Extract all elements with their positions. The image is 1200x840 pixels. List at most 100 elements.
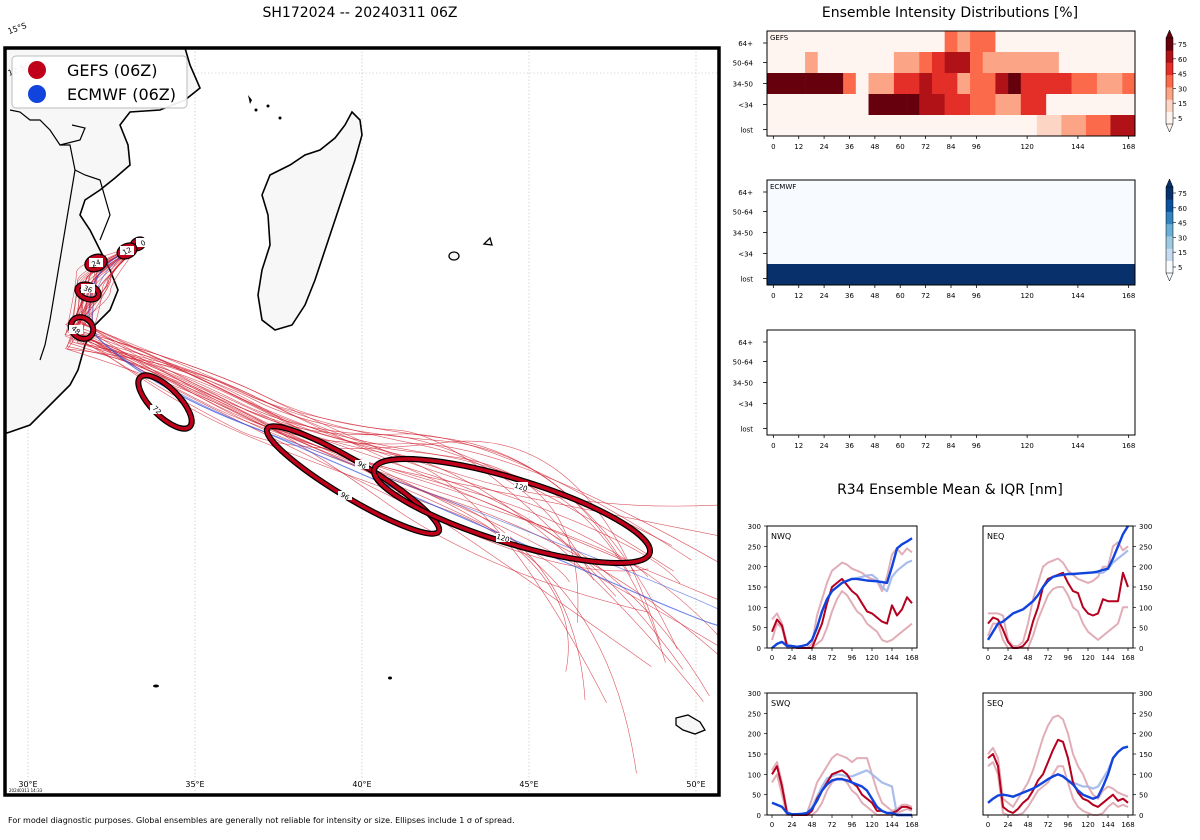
- heat-cell: [1061, 115, 1074, 137]
- heat-cell: [828, 115, 841, 137]
- heat-cell: [1058, 73, 1072, 95]
- r34-panel-swq: SWQ 300 250 200 150 100 50 0 0 24 48 72 96 120 144 168: [748, 690, 919, 829]
- y-tick-label: 200: [748, 564, 761, 572]
- quadrant-label: NEQ: [987, 532, 1004, 541]
- r34-panel-neq: NEQ 300 250 200 150 100 50 0 0 24 48 72 96 120 144 168: [982, 523, 1152, 662]
- heat-cell: [792, 73, 806, 95]
- colorbar-arrow: [1165, 178, 1174, 188]
- heat-cell: [893, 52, 907, 74]
- heat-cell: [982, 73, 996, 95]
- x-tick-label: 120: [865, 654, 878, 662]
- series-gefs-mean: [987, 738, 1129, 814]
- x-tick-label: 36: [845, 442, 854, 450]
- x-tick-label: 120: [1020, 292, 1033, 300]
- x-tick-label: 48: [1024, 821, 1033, 829]
- heat-cell: [855, 31, 869, 53]
- heat-cell: [944, 73, 958, 95]
- uncertainty-ellipses: 0 12 24 36 48 72 96 96 120 120: [67, 236, 654, 567]
- heat-cell: [1020, 52, 1034, 74]
- colorbar-segment: [1166, 62, 1173, 76]
- y-tick-label: 150: [748, 751, 761, 759]
- heat-cell: [906, 73, 920, 95]
- row-label: 64+: [738, 339, 753, 347]
- colorbar-label: 5: [1178, 264, 1182, 272]
- heat-cell: [1020, 73, 1034, 95]
- heat-cell: [767, 73, 780, 95]
- lon-label: 40°E: [352, 780, 371, 789]
- ellipse-label: 12: [121, 246, 132, 257]
- heat-cell: [805, 73, 819, 95]
- heat-cell: [982, 94, 996, 116]
- gefs-track: [74, 244, 710, 697]
- x-tick-label: 144: [1101, 654, 1115, 662]
- heat-cell: [995, 94, 1009, 116]
- heat-cell: [1109, 52, 1123, 74]
- heat-cell: [987, 115, 1001, 137]
- heat-cell: [889, 115, 903, 137]
- map-legend: GEFS (06Z) ECMWF (06Z): [11, 55, 188, 109]
- y-tick-label: 50: [752, 625, 761, 633]
- heat-cell: [1098, 115, 1111, 137]
- colorbar-segment: [1166, 260, 1173, 274]
- heat-cell: [1008, 52, 1022, 74]
- country-border: [59, 124, 86, 146]
- heat-cell: [951, 115, 964, 137]
- plot-area: [767, 693, 917, 815]
- x-tick-label: 96: [848, 821, 857, 829]
- x-tick-label: 72: [921, 292, 930, 300]
- row-label: <34: [738, 102, 753, 110]
- colorbar-arrow: [1165, 272, 1174, 282]
- gefs-track: [65, 244, 719, 537]
- heat-cell: [779, 115, 792, 137]
- x-tick-label: 96: [1064, 654, 1073, 662]
- heat-cell: [868, 94, 882, 116]
- y-tick-label: 0: [757, 645, 761, 653]
- heat-cell: [1008, 31, 1022, 53]
- x-tick-label: 0: [771, 143, 775, 151]
- panel-frame: [766, 329, 1136, 436]
- gefs-track: [67, 244, 637, 774]
- ellipse-label: 120: [495, 533, 510, 545]
- colorbar-label: 75: [1178, 190, 1187, 198]
- row-label: 50-64: [733, 209, 754, 217]
- ellipse-gefs: [85, 254, 107, 272]
- colorbar-segment: [1166, 187, 1173, 200]
- x-tick-label: 168: [905, 821, 918, 829]
- ellipse-label: 24: [91, 258, 103, 269]
- plot-area: [767, 526, 917, 648]
- heat-cell: [1096, 52, 1110, 74]
- colorbar-segment: [1166, 74, 1173, 88]
- x-tick-label: 72: [1044, 654, 1053, 662]
- x-tick-label: 168: [1122, 143, 1135, 151]
- heat-cell: [982, 31, 996, 53]
- heat-cell: [1096, 94, 1110, 116]
- intensity-panel-gefs: GEFS 64+ 50-64 34-50 <34 lost 0 12 24 36 48 60 72 84 9…: [733, 29, 1187, 151]
- x-tick-label: 168: [1122, 292, 1135, 300]
- heat-cell: [931, 52, 945, 74]
- x-tick-label: 48: [1024, 654, 1033, 662]
- heat-cell: [1109, 31, 1123, 53]
- intensity-title: Ensemble Intensity Distributions [%]: [821, 5, 1079, 21]
- legend-ecmwf-label: ECMWF (06Z): [67, 85, 176, 104]
- heat-cell: [975, 115, 989, 137]
- heat-cell: [944, 31, 958, 53]
- x-tick-label: 60: [896, 442, 905, 450]
- heat-cell: [1008, 73, 1022, 95]
- ellipse-label: 36: [82, 284, 94, 295]
- heat-cell: [817, 73, 831, 95]
- colorbar-label: 60: [1178, 205, 1187, 213]
- colorbar-segment: [1166, 87, 1173, 100]
- x-tick-label: 72: [921, 143, 930, 151]
- x-tick-label: 72: [921, 442, 930, 450]
- gefs-track: [64, 244, 678, 650]
- quadrant-label: SEQ: [987, 699, 1003, 708]
- heat-cell: [779, 73, 793, 95]
- heat-cell: [868, 52, 882, 74]
- r34-panel-nwq: NWQ 300 250 200 150 100 50 0 0 24 48 72 96 120 144 168: [748, 523, 919, 662]
- heat-cell: [1109, 73, 1123, 95]
- x-tick-label: 144: [1101, 821, 1115, 829]
- x-tick-label: 0: [986, 821, 990, 829]
- heat-cell: [830, 31, 844, 53]
